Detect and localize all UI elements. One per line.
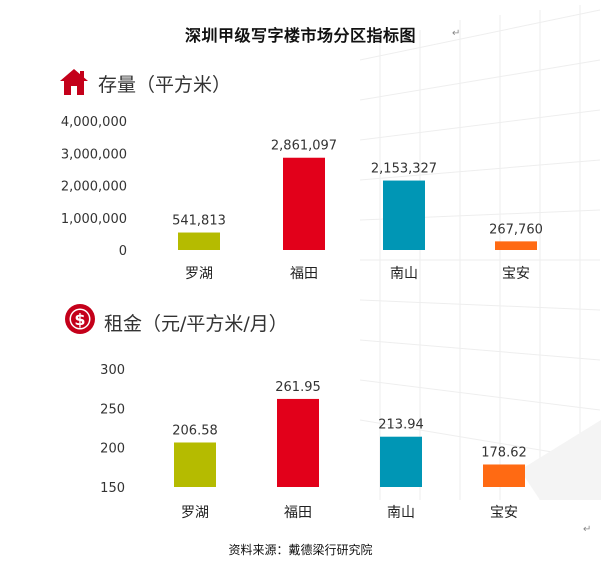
svg-text:$: $ xyxy=(74,310,85,329)
stock-y-tick-label: 3,000,000 xyxy=(61,147,127,162)
rent-x-label: 罗湖 xyxy=(181,505,209,521)
page-title: 深圳甲级写字楼市场分区指标图 xyxy=(184,26,416,45)
rent-x-label: 宝安 xyxy=(490,505,518,521)
stock-bar-1 xyxy=(283,157,325,250)
rent-data-label: 261.95 xyxy=(275,380,321,395)
stock-chart: 4,000,000 3,000,000 2,000,000 1,000,000 0 541… xyxy=(61,115,543,282)
rent-bar-3 xyxy=(483,464,525,487)
stock-y-tick-label: 4,000,000 xyxy=(61,115,127,130)
rent-data-label: 178.62 xyxy=(481,445,527,460)
stock-x-label: 罗湖 xyxy=(185,266,213,282)
stock-y-tick-label: 2,000,000 xyxy=(61,180,127,195)
rent-y-tick-label: 250 xyxy=(100,402,125,417)
paragraph-mark: ↵ xyxy=(452,28,461,39)
stock-x-label: 福田 xyxy=(290,266,318,282)
rent-bar-1 xyxy=(277,398,319,487)
rent-bar-0 xyxy=(174,442,216,487)
source-note: 资料来源：戴德梁行研究院 xyxy=(228,543,373,557)
rent-panel-title: 租金（元/平方米/月） xyxy=(104,313,288,335)
rent-y-tick-label: 200 xyxy=(100,442,125,457)
rent-chart: 300 250 200 150 206.58 罗湖 261.95 福田 213.94 南山 178.… xyxy=(100,363,527,521)
stock-y-tick-label: 1,000,000 xyxy=(61,212,127,227)
house-icon xyxy=(60,69,88,95)
stock-data-label: 267,760 xyxy=(489,222,543,237)
rent-bar-2 xyxy=(380,436,422,487)
stock-x-label: 宝安 xyxy=(502,266,530,282)
rent-x-label: 南山 xyxy=(387,505,415,521)
dollar-icon: $ xyxy=(65,304,95,334)
stock-panel-title: 存量（平方米） xyxy=(98,74,232,96)
stock-x-label: 南山 xyxy=(390,266,418,282)
stock-bar-0 xyxy=(178,232,220,250)
paragraph-mark: ↵ xyxy=(583,524,592,535)
stock-data-label: 2,861,097 xyxy=(271,139,337,154)
rent-data-label: 213.94 xyxy=(378,418,424,433)
stock-bar-2 xyxy=(383,180,425,250)
stock-bar-3 xyxy=(495,241,537,250)
rent-data-label: 206.58 xyxy=(172,423,218,438)
stock-data-label: 541,813 xyxy=(172,214,226,229)
stock-data-label: 2,153,327 xyxy=(371,162,437,177)
rent-y-tick-label: 300 xyxy=(100,363,125,378)
stock-y-tick-label: 0 xyxy=(119,244,127,259)
rent-x-label: 福田 xyxy=(284,505,312,521)
rent-y-tick-label: 150 xyxy=(100,481,125,496)
